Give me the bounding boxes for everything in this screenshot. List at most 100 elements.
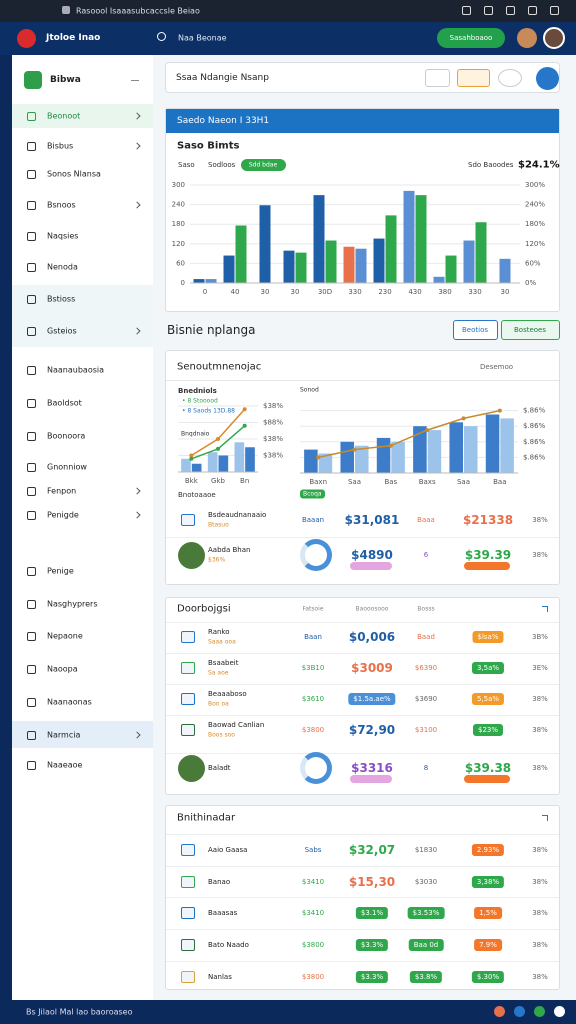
window-icon[interactable] (462, 6, 471, 15)
nav-icon[interactable] (27, 263, 36, 272)
cell: $3610 (301, 695, 325, 703)
nav-icon[interactable] (27, 232, 36, 241)
section-button[interactable] (453, 320, 498, 340)
nav-icon[interactable] (27, 567, 36, 576)
nav-icon[interactable] (27, 432, 36, 441)
nav-icon[interactable] (27, 366, 36, 375)
nav-item[interactable]: Gnonniow (47, 462, 87, 472)
cell: $15,30 (348, 875, 396, 889)
header-button-text[interactable]: Sasahboaoo (449, 34, 493, 42)
x-tick-label: 230 (378, 288, 391, 296)
nav-icon[interactable] (27, 487, 36, 496)
y-tick-label: 120% (525, 240, 545, 248)
donut (300, 752, 332, 784)
donut (300, 539, 332, 571)
nav-item[interactable]: Fenpon (47, 486, 77, 496)
nav-item[interactable]: Narmcia (47, 730, 81, 740)
cell: 38% (532, 695, 548, 703)
cell: $4890 (351, 548, 393, 562)
nav-item[interactable]: Beonoot (47, 111, 81, 121)
avatar[interactable] (517, 28, 537, 48)
bar (415, 195, 427, 283)
nav-icon[interactable] (27, 295, 36, 304)
cell: Baa 0d (408, 939, 444, 951)
nav-item[interactable]: Naanaubaosia (47, 365, 104, 375)
nav-item[interactable]: Naqsies (47, 231, 79, 241)
tool-button[interactable] (457, 69, 490, 87)
nav-icon[interactable] (27, 112, 36, 121)
line-point (216, 437, 220, 441)
search-text[interactable]: Naa Beonae (178, 33, 227, 43)
nav-item[interactable]: Bstioss (47, 294, 76, 304)
nav-icon[interactable] (27, 632, 36, 641)
status-icon[interactable] (514, 1006, 525, 1017)
bar (449, 422, 463, 473)
nav-item[interactable]: Bsnoos (47, 200, 76, 210)
sidebar (12, 55, 153, 1000)
bar (485, 414, 500, 473)
nav-icon[interactable] (27, 463, 36, 472)
window-icon[interactable] (484, 6, 493, 15)
section-button[interactable] (501, 320, 560, 340)
nav-icon[interactable] (27, 327, 36, 336)
cell: $0,006 (348, 630, 396, 644)
bar (259, 205, 271, 283)
status-icon[interactable] (494, 1006, 505, 1017)
nav-icon[interactable] (27, 511, 36, 520)
x-tick-label: 380 (438, 288, 451, 296)
nav-icon[interactable] (27, 698, 36, 707)
row-sub: Btasuo (208, 521, 229, 529)
nav-item[interactable]: Penige (47, 566, 74, 576)
nav-item[interactable]: Sonos Nlansa (47, 169, 101, 179)
nav-icon[interactable] (27, 600, 36, 609)
tool-button[interactable] (536, 67, 559, 90)
line-point (316, 455, 321, 460)
table-icon (542, 815, 548, 821)
section-button-text[interactable]: Beotios (461, 326, 489, 334)
row-icon (181, 971, 195, 983)
search-icon[interactable] (157, 32, 166, 41)
status-icon[interactable] (534, 1006, 545, 1017)
row-rule (166, 929, 559, 930)
nav-icon[interactable] (27, 170, 36, 179)
cell: Baaan (301, 516, 325, 524)
nav-item[interactable]: Boonoora (47, 431, 86, 441)
nav-item[interactable]: Gsteios (47, 326, 77, 336)
tool-button[interactable] (498, 69, 522, 87)
row-icon (181, 514, 195, 526)
status-icon[interactable] (554, 1006, 565, 1017)
bar (181, 458, 191, 472)
nav-item[interactable]: Naaeaoe (47, 760, 83, 770)
cell: 38% (532, 878, 548, 886)
panel-menu[interactable]: Desemoo (480, 363, 514, 371)
toolbar (165, 62, 560, 93)
chart-note: Sonod (300, 386, 319, 394)
cell: 38% (532, 973, 548, 981)
avatar[interactable] (543, 27, 565, 49)
nav-icon[interactable] (27, 399, 36, 408)
cell: $3800 (301, 941, 325, 949)
nav-item[interactable]: Naoopa (47, 664, 78, 674)
bar (499, 258, 511, 283)
nav-icon[interactable] (27, 142, 36, 151)
tool-button[interactable] (425, 69, 450, 87)
x-tick-label: 30 (261, 288, 270, 296)
nav-item[interactable]: Nasghyprers (47, 599, 98, 609)
nav-item[interactable]: Naanaonas (47, 697, 92, 707)
nav-item[interactable]: Nenoda (47, 262, 78, 272)
panel-rule (166, 380, 559, 381)
nav-item[interactable]: Penigde (47, 510, 79, 520)
section-button-text[interactable]: Bosteoes (513, 326, 547, 334)
window-icon[interactable] (550, 6, 559, 15)
nav-icon[interactable] (27, 761, 36, 770)
y-tick-label: $.86% (523, 438, 546, 446)
nav-icon[interactable] (27, 731, 36, 740)
nav-item[interactable]: Nepaone (47, 631, 83, 641)
nav-item[interactable]: Bisbus (47, 141, 74, 151)
header-button[interactable] (437, 28, 505, 48)
window-icon[interactable] (528, 6, 537, 15)
window-icon[interactable] (506, 6, 515, 15)
nav-icon[interactable] (27, 201, 36, 210)
nav-item[interactable]: Baoldsot (47, 398, 82, 408)
nav-icon[interactable] (27, 665, 36, 674)
